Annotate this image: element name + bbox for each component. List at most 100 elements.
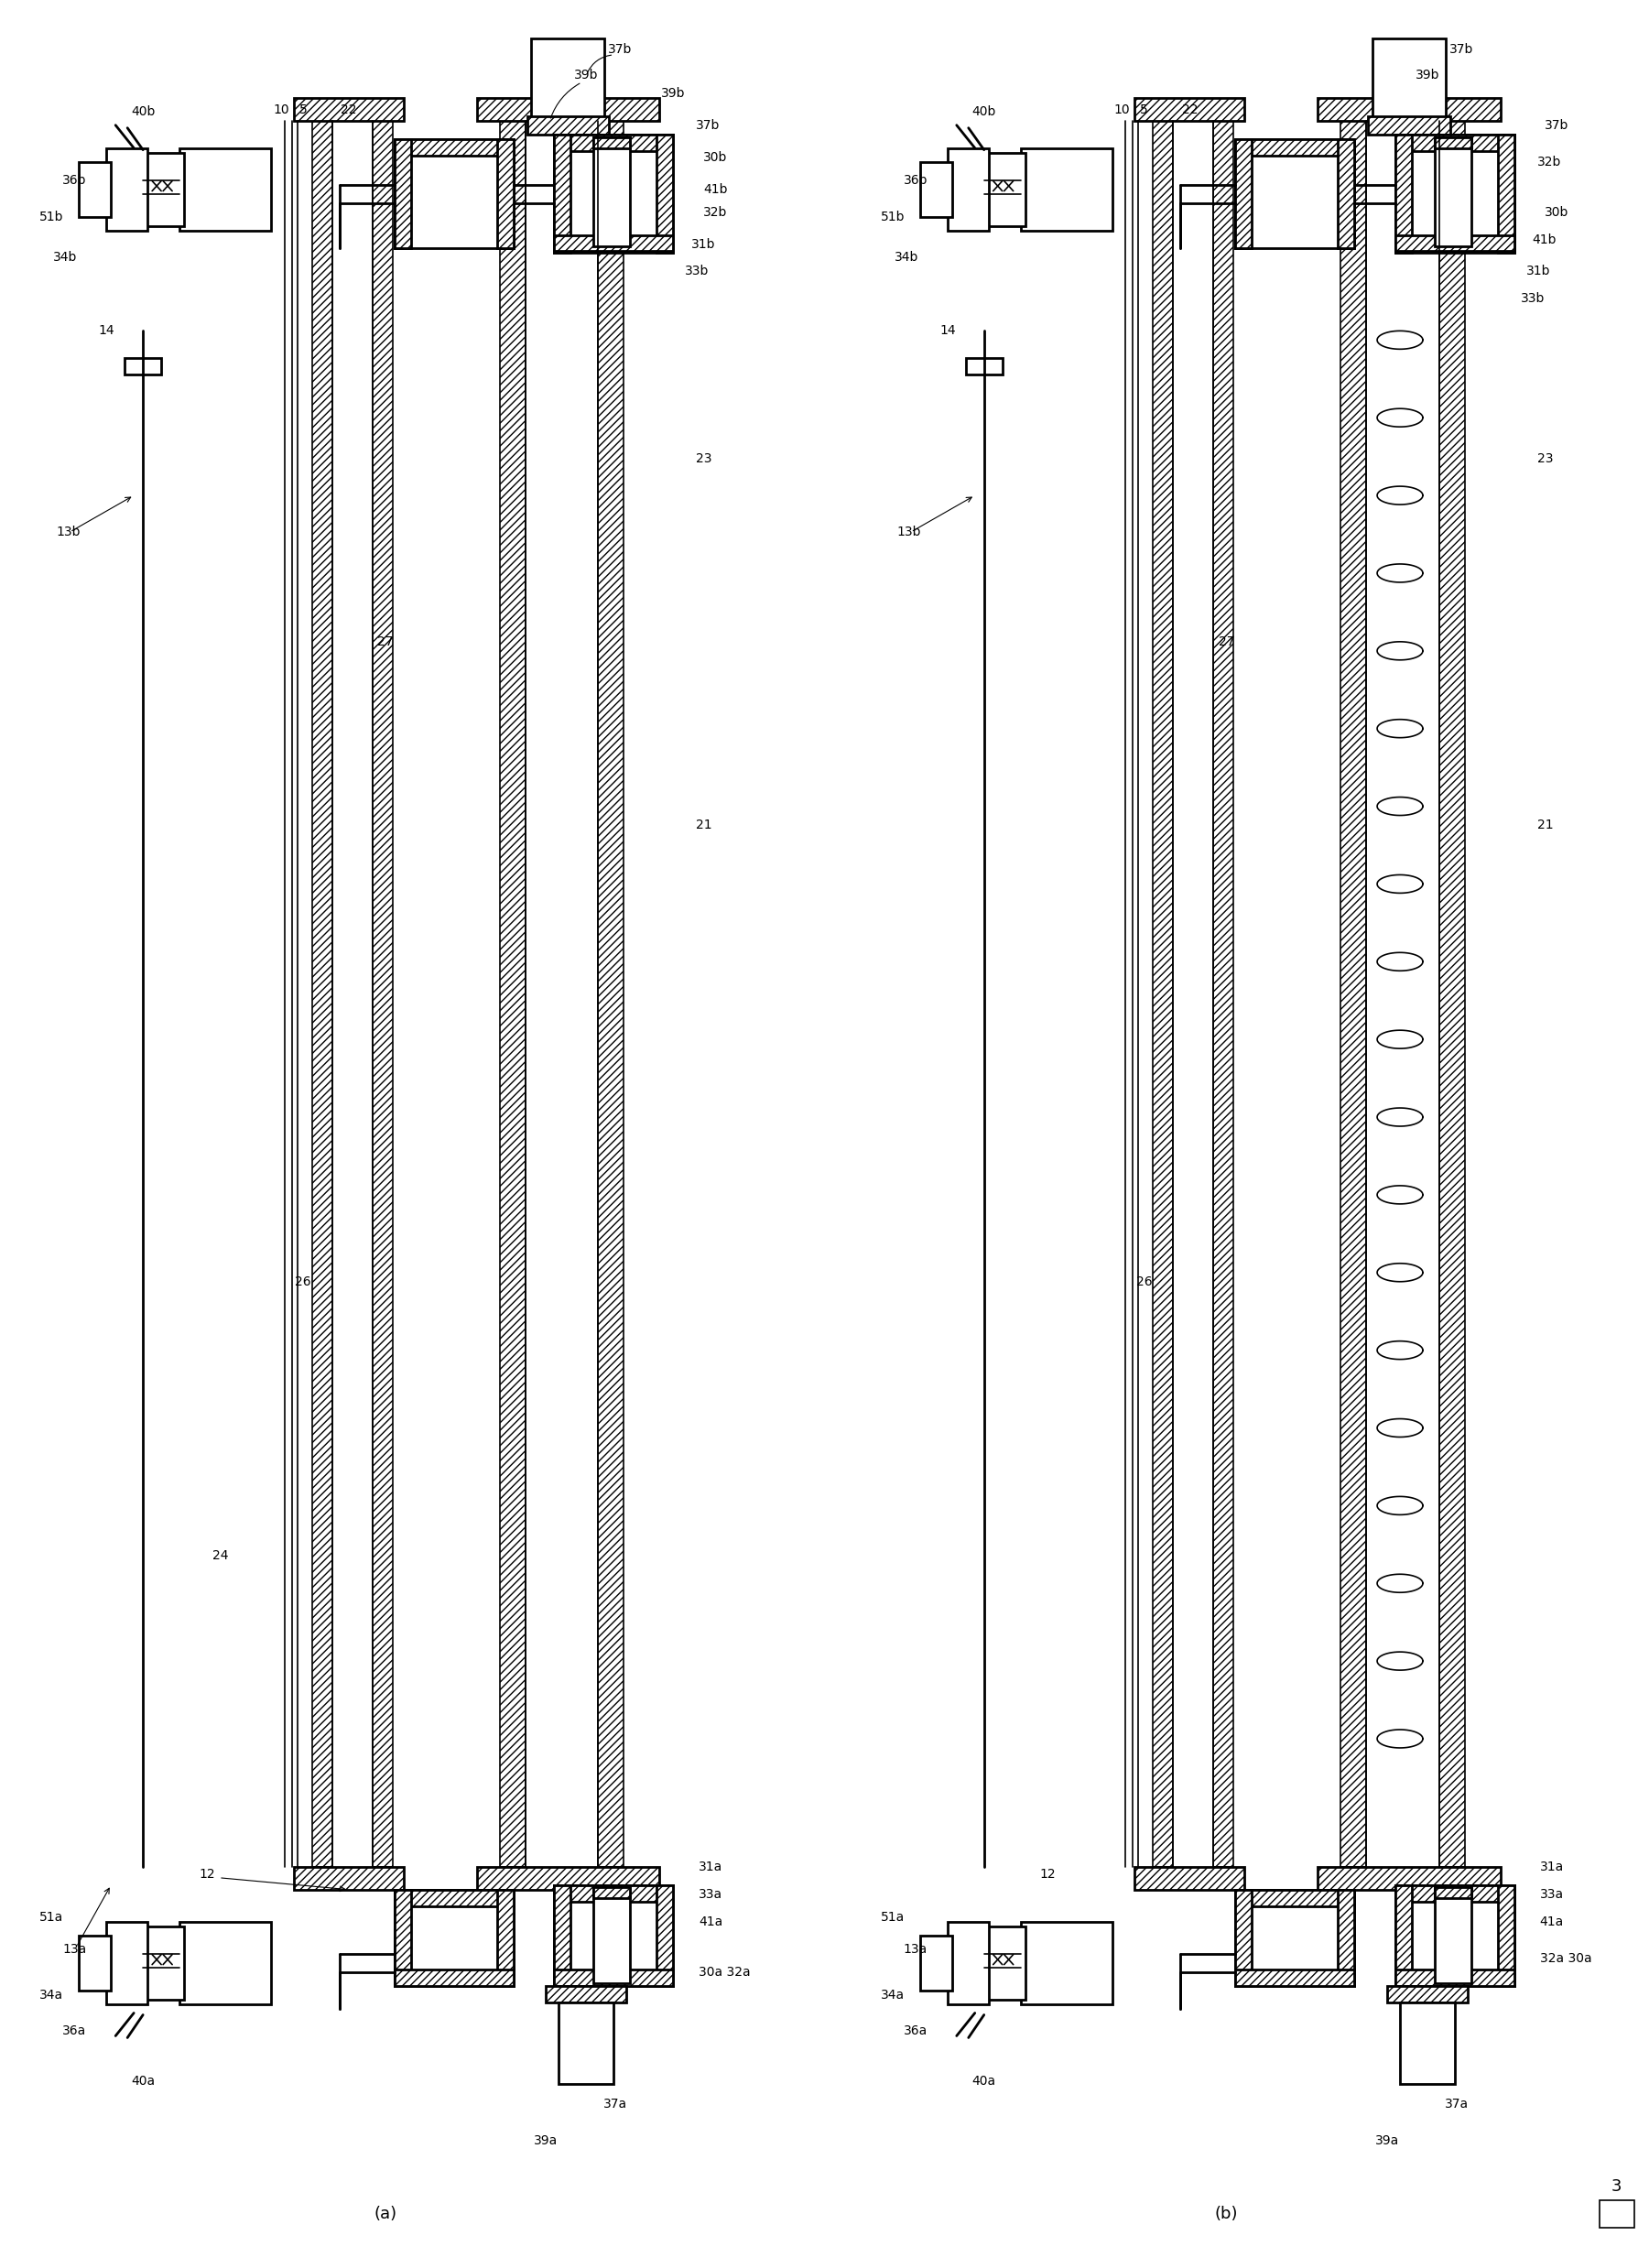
Bar xyxy=(1395,134,1514,254)
Bar xyxy=(948,1921,989,2005)
Text: 31a: 31a xyxy=(699,1860,722,1873)
Bar xyxy=(656,1885,673,1984)
Bar xyxy=(554,134,673,254)
Text: 41b: 41b xyxy=(704,184,727,195)
Text: 37a: 37a xyxy=(1445,2098,1469,2112)
Bar xyxy=(107,1921,147,2005)
Bar xyxy=(79,161,110,215)
Bar xyxy=(1395,1885,1514,1901)
Bar xyxy=(477,98,660,120)
Bar xyxy=(656,134,673,254)
Text: 13a: 13a xyxy=(904,1944,927,1955)
Bar xyxy=(1395,134,1412,254)
Bar xyxy=(1395,1885,1514,1984)
Text: 32a 30a: 32a 30a xyxy=(1540,1953,1591,1964)
Text: 3: 3 xyxy=(1611,2180,1623,2195)
Text: 40b: 40b xyxy=(130,104,155,118)
Bar xyxy=(180,147,270,231)
Text: 13b: 13b xyxy=(56,526,81,538)
Text: 39a: 39a xyxy=(1375,2134,1400,2148)
Text: 51a: 51a xyxy=(881,1910,905,1923)
Bar xyxy=(180,1921,270,2005)
Bar xyxy=(531,39,605,120)
Bar xyxy=(948,147,989,231)
Bar xyxy=(294,1867,404,1889)
Text: 36b: 36b xyxy=(63,175,86,186)
Text: 31a: 31a xyxy=(1540,1860,1563,1873)
Bar xyxy=(79,1935,110,1989)
Bar xyxy=(312,120,331,1867)
Bar xyxy=(594,1887,630,1898)
Bar xyxy=(1235,1969,1354,1984)
Text: 36b: 36b xyxy=(904,175,928,186)
Text: 34b: 34b xyxy=(894,252,918,263)
Bar xyxy=(1395,134,1514,150)
Bar xyxy=(143,1926,185,2000)
Text: 32b: 32b xyxy=(1537,154,1562,168)
Text: 33b: 33b xyxy=(1520,293,1545,306)
Text: 40a: 40a xyxy=(971,2075,996,2089)
Text: 12: 12 xyxy=(1041,1867,1055,1880)
Bar xyxy=(1387,1984,1468,2003)
Bar xyxy=(554,1969,673,1984)
Bar xyxy=(554,1885,673,1984)
Bar xyxy=(554,134,571,254)
Text: 34a: 34a xyxy=(40,1989,64,2000)
Bar xyxy=(1395,1885,1412,1984)
Text: 22: 22 xyxy=(1182,104,1197,116)
Text: 51b: 51b xyxy=(881,211,905,222)
Text: 30b: 30b xyxy=(1545,206,1568,218)
Bar xyxy=(1235,1889,1252,1984)
Bar xyxy=(546,1984,627,2003)
Text: 5: 5 xyxy=(298,104,307,116)
Bar xyxy=(984,1926,1026,2000)
Bar xyxy=(477,1867,660,1889)
Bar xyxy=(554,236,673,252)
Bar xyxy=(1435,136,1471,247)
Text: 40a: 40a xyxy=(130,2075,155,2089)
Text: 34a: 34a xyxy=(881,1989,905,2000)
Text: (b): (b) xyxy=(1215,2207,1238,2223)
Bar xyxy=(594,136,630,247)
Bar xyxy=(394,138,513,154)
Bar xyxy=(394,1969,513,1984)
Text: 37a: 37a xyxy=(604,2098,628,2112)
Text: 5: 5 xyxy=(1139,104,1148,116)
Text: 33a: 33a xyxy=(1540,1887,1563,1901)
Bar xyxy=(1337,138,1354,249)
Text: 41b: 41b xyxy=(1532,234,1557,245)
Bar xyxy=(1600,2200,1634,2227)
Text: 14: 14 xyxy=(940,324,955,338)
Text: 41a: 41a xyxy=(1540,1914,1563,1928)
Bar xyxy=(394,1889,513,1984)
Bar xyxy=(1435,136,1471,147)
Text: 51b: 51b xyxy=(40,211,64,222)
Bar xyxy=(294,98,404,120)
Text: 22: 22 xyxy=(341,104,356,116)
Bar xyxy=(920,1935,951,1989)
Text: 30a 32a: 30a 32a xyxy=(699,1966,750,1978)
Bar xyxy=(1440,120,1464,1867)
Bar xyxy=(1400,2003,1454,2084)
Bar xyxy=(1435,1887,1471,1898)
Text: 39b: 39b xyxy=(1415,68,1440,82)
Bar xyxy=(500,120,524,1867)
Bar xyxy=(1372,39,1446,120)
Bar xyxy=(496,1889,513,1984)
Text: 34b: 34b xyxy=(53,252,78,263)
Text: (a): (a) xyxy=(374,2207,397,2223)
Text: 36a: 36a xyxy=(63,2025,86,2037)
Bar xyxy=(1235,138,1354,249)
Bar xyxy=(554,1885,571,1984)
Bar xyxy=(594,136,630,147)
Text: 41a: 41a xyxy=(699,1914,722,1928)
Text: 24: 24 xyxy=(213,1549,229,1563)
Bar xyxy=(394,1889,513,1905)
Bar xyxy=(394,138,513,249)
Text: 10: 10 xyxy=(1115,104,1130,116)
Bar xyxy=(1135,98,1245,120)
Bar xyxy=(1235,138,1252,249)
Bar xyxy=(1235,138,1354,154)
Bar xyxy=(1395,1969,1514,1984)
Bar xyxy=(1318,1867,1501,1889)
